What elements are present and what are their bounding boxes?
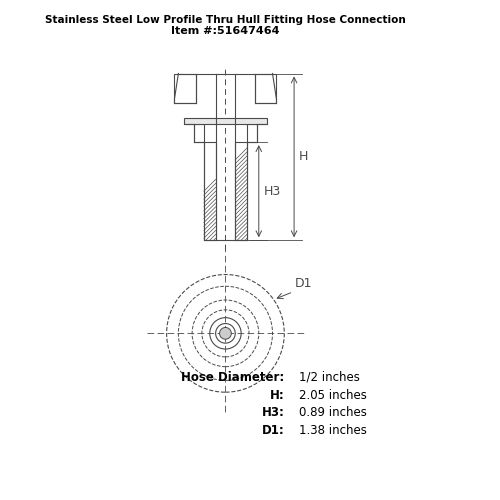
Text: 1.38 inches: 1.38 inches bbox=[299, 424, 367, 437]
Text: Item #:51647464: Item #:51647464 bbox=[171, 26, 280, 36]
Text: H: H bbox=[299, 150, 308, 164]
Bar bbox=[236, 142, 247, 240]
Bar bbox=[174, 74, 196, 103]
Text: 2.05 inches: 2.05 inches bbox=[299, 388, 367, 402]
Text: H3:: H3: bbox=[262, 406, 284, 420]
Text: 1/2 inches: 1/2 inches bbox=[299, 371, 360, 384]
Text: 0.89 inches: 0.89 inches bbox=[299, 406, 367, 420]
Bar bbox=[194, 124, 204, 142]
Ellipse shape bbox=[220, 328, 232, 339]
Bar bbox=[204, 142, 216, 240]
Text: D1:: D1: bbox=[262, 424, 284, 437]
Text: Hose Diameter:: Hose Diameter: bbox=[181, 371, 284, 384]
Text: D1: D1 bbox=[295, 277, 312, 290]
Text: H3: H3 bbox=[264, 184, 281, 198]
Bar bbox=[255, 74, 276, 103]
Text: H:: H: bbox=[270, 388, 284, 402]
Text: Stainless Steel Low Profile Thru Hull Fitting Hose Connection: Stainless Steel Low Profile Thru Hull Fi… bbox=[45, 14, 406, 24]
Bar bbox=[184, 118, 266, 124]
Bar bbox=[247, 124, 257, 142]
